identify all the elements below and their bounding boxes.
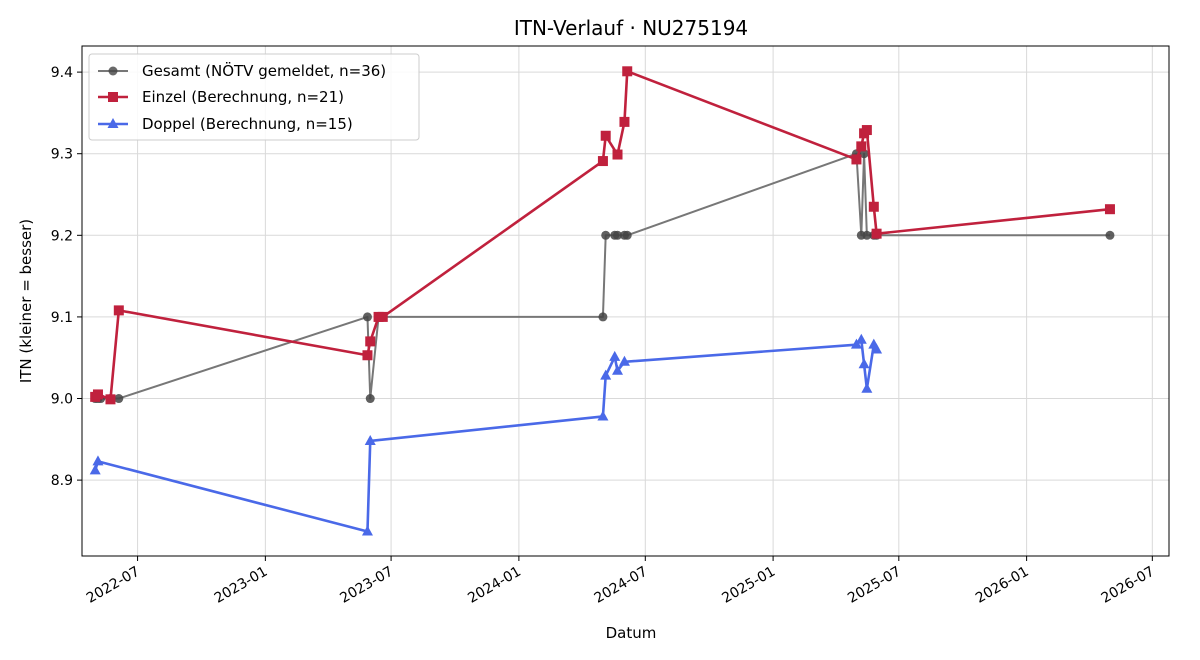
y-tick-label: 9.2 (51, 228, 73, 244)
data-point-doppel (597, 410, 609, 421)
y-tick-label: 9.3 (51, 147, 73, 163)
data-point-gesamt (613, 230, 623, 240)
data-point-einzel (612, 149, 623, 160)
data-point-doppel (600, 369, 612, 380)
data-point-einzel (1104, 204, 1115, 215)
legend-marker-doppel (107, 118, 119, 128)
series-einzel (90, 66, 1115, 405)
data-point-einzel (377, 311, 388, 322)
data-point-einzel (113, 305, 124, 316)
data-point-gesamt (862, 230, 872, 240)
data-point-doppel (609, 350, 621, 361)
legend-marker-einzel (108, 92, 118, 102)
data-point-doppel (612, 364, 624, 375)
data-point-doppel (361, 525, 373, 536)
data-point-einzel (871, 228, 882, 239)
legend: Gesamt (NÖTV gemeldet, n=36) Einzel (Ber… (88, 53, 420, 141)
data-point-gesamt (598, 312, 608, 322)
y-tick-label: 9.4 (51, 65, 73, 81)
data-point-einzel (105, 394, 116, 405)
data-point-einzel (856, 141, 867, 152)
y-tick-label: 9.1 (51, 310, 73, 326)
data-point-einzel (365, 336, 376, 347)
data-point-einzel (622, 66, 633, 77)
x-axis-label: Datum (606, 624, 657, 642)
series-doppel (89, 333, 883, 536)
series-layer (89, 66, 1115, 536)
data-point-doppel (92, 455, 104, 466)
y-tick-label: 8.9 (51, 473, 73, 489)
data-point-gesamt (622, 230, 632, 240)
data-point-einzel (861, 125, 872, 136)
data-point-einzel (92, 389, 103, 400)
legend-box (88, 53, 420, 141)
data-point-doppel (861, 382, 873, 393)
y-axis-label: ITN (kleiner = besser) (17, 219, 35, 383)
data-point-doppel (618, 355, 630, 366)
data-point-gesamt (114, 394, 124, 404)
data-point-doppel (364, 434, 376, 445)
chart-title: ITN-Verlauf · NU275194 (514, 16, 748, 40)
data-point-doppel (89, 464, 101, 475)
legend-label-gesamt: Gesamt (NÖTV gemeldet, n=36) (142, 61, 386, 80)
data-point-gesamt (601, 230, 611, 240)
data-point-gesamt (362, 312, 372, 322)
data-point-einzel (851, 154, 862, 165)
data-point-gesamt (365, 394, 375, 404)
legend-label-doppel: Doppel (Berechnung, n=15) (142, 115, 353, 133)
legend-marker-gesamt (108, 66, 118, 76)
data-point-einzel (600, 130, 611, 141)
data-point-einzel (868, 201, 879, 212)
plot-frame (81, 45, 1170, 557)
data-point-gesamt (1105, 230, 1115, 240)
data-point-einzel (362, 350, 373, 361)
legend-label-einzel: Einzel (Berechnung, n=21) (142, 88, 344, 106)
y-tick-label: 9.0 (51, 392, 73, 408)
data-point-doppel (855, 333, 867, 344)
data-point-doppel (871, 343, 883, 354)
data-point-doppel (858, 358, 870, 369)
data-point-einzel (597, 156, 608, 167)
data-point-einzel (619, 116, 630, 127)
data-point-gesamt (859, 149, 869, 159)
